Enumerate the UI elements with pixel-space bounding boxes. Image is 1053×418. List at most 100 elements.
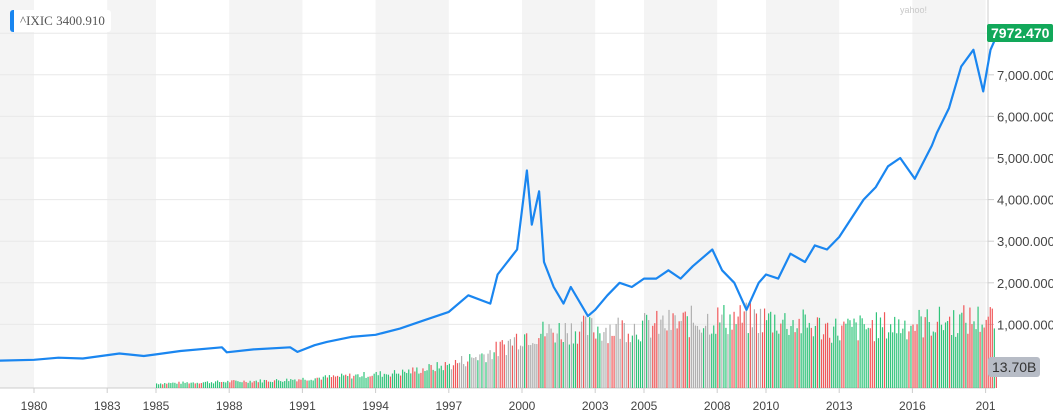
- volume-bar: [180, 383, 182, 388]
- volume-bar: [678, 321, 680, 388]
- volume-bar: [757, 333, 760, 388]
- volume-bar: [339, 376, 341, 388]
- volume-bar: [800, 333, 802, 388]
- volume-bar: [219, 382, 221, 388]
- volume-bar: [395, 373, 398, 388]
- volume-bar: [814, 325, 816, 388]
- volume-bar: [416, 367, 418, 388]
- volume-bar: [804, 314, 806, 388]
- volume-bar: [869, 328, 871, 388]
- volume-bar: [591, 318, 593, 388]
- volume-bar: [156, 383, 158, 388]
- volume-bar: [562, 342, 564, 388]
- volume-bar: [812, 336, 814, 388]
- volume-bar: [452, 365, 455, 388]
- volume-bar: [633, 323, 636, 388]
- volume-bar: [355, 374, 357, 388]
- volume-bar: [709, 334, 711, 388]
- x-tick-label: 1985: [143, 399, 170, 413]
- volume-bar: [609, 324, 611, 388]
- volume-bar: [861, 318, 863, 388]
- volume-bar: [257, 382, 259, 388]
- volume-bar: [198, 383, 200, 388]
- volume-bar: [910, 325, 912, 388]
- volume-bar: [741, 322, 743, 388]
- volume-bar: [164, 382, 166, 388]
- volume-bar: [684, 311, 686, 388]
- y-tick-label: 2,000.000: [997, 276, 1053, 291]
- volume-bar: [589, 317, 591, 388]
- volume-bar: [261, 382, 263, 388]
- volume-bar: [843, 321, 845, 388]
- volume-bar: [674, 315, 676, 388]
- x-tick-label: 2003: [582, 399, 609, 413]
- volume-bar: [662, 315, 664, 388]
- volume-bar: [894, 316, 896, 388]
- volume-bar: [385, 374, 387, 388]
- volume-bar: [273, 380, 276, 388]
- volume-bar: [204, 381, 206, 388]
- volume-bar: [493, 352, 495, 388]
- band: [229, 0, 303, 388]
- volume-bar: [192, 382, 194, 388]
- volume-bar: [747, 333, 749, 388]
- volume-bar: [312, 380, 314, 388]
- volume-bar: [808, 322, 810, 388]
- volume-bar: [739, 305, 741, 388]
- volume-bar: [560, 339, 562, 388]
- volume-bar: [574, 331, 577, 388]
- volume-bar: [680, 320, 682, 388]
- volume-bar: [168, 382, 170, 388]
- volume-bar: [865, 329, 867, 388]
- volume-bar: [522, 346, 524, 388]
- volume-bar: [172, 382, 174, 388]
- band: [0, 0, 34, 388]
- volume-bar: [985, 319, 987, 388]
- volume-bar: [528, 344, 530, 388]
- volume-bar: [424, 371, 426, 388]
- volume-bar: [759, 308, 762, 388]
- volume-bar: [885, 338, 888, 388]
- volume-bar: [908, 331, 910, 388]
- volume-bar: [922, 337, 924, 388]
- volume-bar: [981, 324, 983, 388]
- volume-bar: [375, 371, 377, 388]
- volume-bar: [505, 355, 507, 388]
- volume-bar: [343, 375, 345, 388]
- volume-bar: [322, 376, 324, 388]
- volume-bar: [641, 320, 644, 388]
- volume-bar: [259, 379, 261, 388]
- volume-bar: [810, 327, 812, 388]
- volume-bar: [379, 371, 381, 388]
- volume-bar: [387, 374, 389, 388]
- volume-bar: [944, 322, 947, 388]
- volume-bar: [310, 379, 312, 388]
- volume-bar: [784, 313, 786, 388]
- volume-bar: [621, 320, 623, 388]
- volume-bar: [282, 381, 284, 388]
- y-tick-label: 7,000.000: [997, 68, 1053, 83]
- volume-bar: [682, 312, 684, 388]
- y-tick-label: 3,000.000: [997, 234, 1053, 249]
- volume-bar: [190, 382, 192, 388]
- volume-bar: [942, 330, 945, 388]
- volume-bar: [546, 333, 548, 388]
- volume-bar: [729, 314, 731, 388]
- volume-bar: [176, 383, 178, 388]
- volume-bar: [426, 370, 428, 388]
- x-tick-label: 2016: [899, 399, 926, 413]
- volume-bar: [782, 319, 784, 388]
- volume-bar: [184, 382, 186, 388]
- volume-bar: [912, 324, 914, 388]
- volume-bar: [393, 370, 396, 388]
- legend[interactable]: ^IXIC 3400.910: [10, 10, 111, 32]
- volume-bar: [298, 379, 300, 388]
- volume-bar: [361, 376, 363, 388]
- volume-bar: [536, 344, 538, 388]
- volume-bar: [723, 305, 725, 388]
- volume-bar: [265, 380, 267, 388]
- volume-bar: [839, 340, 841, 388]
- volume-bar: [731, 329, 733, 388]
- volume-bar: [314, 378, 316, 388]
- volume-bar: [225, 382, 227, 388]
